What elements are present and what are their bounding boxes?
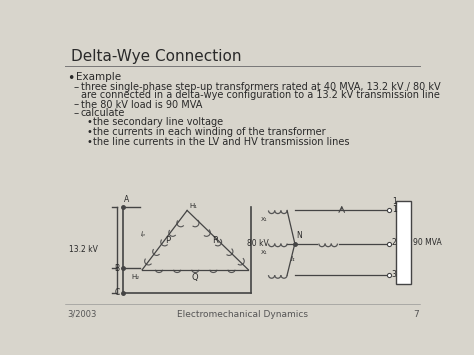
Text: –: – [73,82,79,92]
Bar [396,201,411,284]
Text: the 80 kV load is 90 MVA: the 80 kV load is 90 MVA [81,100,202,110]
Text: Electromechanical Dynamics: Electromechanical Dynamics [177,310,309,319]
Text: •: • [86,127,92,137]
Text: X₁: X₁ [261,217,268,222]
Text: Q: Q [192,273,199,282]
Text: N: N [296,231,302,240]
Text: 3/2003: 3/2003 [67,310,96,319]
Text: 3: 3 [392,270,397,279]
Text: Example: Example [76,72,121,82]
Text: R: R [212,236,218,245]
Text: •: • [86,137,92,147]
Text: 1: 1 [392,205,396,214]
Text: iₚ: iₚ [141,231,146,237]
Text: –: – [73,100,79,110]
Text: H₁: H₁ [190,203,198,209]
Text: 13.2 kV: 13.2 kV [69,245,98,254]
Text: three single-phase step-up transformers rated at 40 MVA, 13.2 kV / 80 kV: three single-phase step-up transformers … [81,82,440,92]
Text: •: • [86,117,92,127]
Text: A: A [124,195,129,203]
Text: are connected in a delta-wye configuration to a 13.2 kV transmission line: are connected in a delta-wye configurati… [81,90,440,100]
Text: X₁: X₁ [261,250,268,255]
Text: B: B [115,264,120,273]
Text: the currents in each winding of the transformer: the currents in each winding of the tran… [93,127,326,137]
Text: the line currents in the LV and HV transmission lines: the line currents in the LV and HV trans… [93,137,350,147]
Text: i₁: i₁ [291,256,296,262]
Text: H₂: H₂ [131,274,139,280]
Text: 1: 1 [392,197,396,206]
Text: Delta-Wye Connection: Delta-Wye Connection [71,49,241,64]
Text: 80 kV: 80 kV [247,239,269,248]
Text: –: – [73,108,79,118]
Text: 2: 2 [392,238,396,247]
Text: C: C [114,288,120,297]
Text: the secondary line voltage: the secondary line voltage [93,117,223,127]
Text: •: • [67,72,74,85]
Text: P: P [165,236,170,245]
Text: 90 MVA: 90 MVA [413,238,442,247]
Text: 7: 7 [413,310,419,319]
Text: calculate: calculate [81,108,125,118]
